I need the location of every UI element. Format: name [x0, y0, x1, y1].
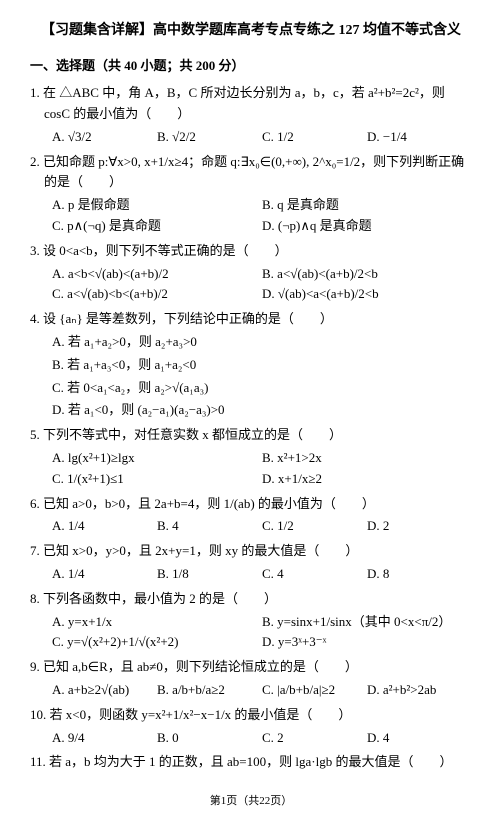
q3-opt-a: A. a<b<√(ab)<(a+b)/2 — [52, 264, 262, 285]
q2-stem: 2. 已知命题 p:∀x>0, x+1/x≥4；命题 q:∃x₀∈(0,+∞),… — [30, 152, 472, 194]
q6-options: A. 1/4 B. 4 C. 1/2 D. 2 — [52, 516, 472, 537]
q1-options: A. √3/2 B. √2/2 C. 1/2 D. −1/4 — [52, 127, 472, 148]
q1-opt-b: B. √2/2 — [157, 127, 262, 148]
q9-opt-d: D. a²+b²>2ab — [367, 680, 472, 701]
q3-opt-b: B. a<√(ab)<(a+b)/2<b — [262, 264, 472, 285]
page-title: 【习题集含详解】高中数学题库高考专点专练之 127 均值不等式含义 — [30, 20, 472, 42]
q5-opt-c: C. 1/(x²+1)≤1 — [52, 469, 262, 490]
q5-opt-b: B. x²+1>2x — [262, 448, 472, 469]
q2-opt-b: B. q 是真命题 — [262, 195, 472, 216]
q10-opt-a: A. 9/4 — [52, 728, 157, 749]
q8-options: A. y=x+1/x B. y=sinx+1/sinx（其中 0<x<π/2） … — [52, 612, 472, 654]
q3-opt-c: C. a<√(ab)<b<(a+b)/2 — [52, 284, 262, 305]
page-footer: 第1页（共22页） — [30, 793, 472, 811]
q5-opt-d: D. x+1/x≥2 — [262, 469, 472, 490]
q7-opt-a: A. 1/4 — [52, 564, 157, 585]
q1-opt-d: D. −1/4 — [367, 127, 472, 148]
q4-stem: 4. 设 {aₙ} 是等差数列，下列结论中正确的是（ ） — [30, 309, 472, 330]
q6-opt-d: D. 2 — [367, 516, 472, 537]
q5-stem: 5. 下列不等式中，对任意实数 x 都恒成立的是（ ） — [30, 425, 472, 446]
q3-stem: 3. 设 0<a<b，则下列不等式正确的是（ ） — [30, 241, 472, 262]
q2-options: A. p 是假命题 B. q 是真命题 C. p∧(¬q) 是真命题 D. (¬… — [52, 195, 472, 237]
q8-stem: 8. 下列各函数中，最小值为 2 的是（ ） — [30, 589, 472, 610]
q11-stem: 11. 若 a，b 均为大于 1 的正数，且 ab=100，则 lga·lgb … — [30, 752, 472, 773]
q9-options: A. a+b≥2√(ab) B. a/b+b/a≥2 C. |a/b+b/a|≥… — [52, 680, 472, 701]
q7-opt-b: B. 1/8 — [157, 564, 262, 585]
q7-options: A. 1/4 B. 1/8 C. 4 D. 8 — [52, 564, 472, 585]
q3-options: A. a<b<√(ab)<(a+b)/2 B. a<√(ab)<(a+b)/2<… — [52, 264, 472, 306]
q1-opt-c: C. 1/2 — [262, 127, 367, 148]
q9-opt-b: B. a/b+b/a≥2 — [157, 680, 262, 701]
q6-opt-a: A. 1/4 — [52, 516, 157, 537]
section-header-1: 一、选择题（共 40 小题；共 200 分） — [30, 56, 472, 77]
q7-opt-c: C. 4 — [262, 564, 367, 585]
q5-opt-a: A. lg(x²+1)≥lgx — [52, 448, 262, 469]
q8-opt-c: C. y=√(x²+2)+1/√(x²+2) — [52, 632, 262, 653]
q10-opt-d: D. 4 — [367, 728, 472, 749]
q3-opt-d: D. √(ab)<a<(a+b)/2<b — [262, 284, 472, 305]
q4-opt-a: A. 若 a₁+a₂>0，则 a₂+a₃>0 — [52, 332, 472, 353]
q2-opt-c: C. p∧(¬q) 是真命题 — [52, 216, 262, 237]
q4-opt-b: B. 若 a₁+a₃<0，则 a₁+a₂<0 — [52, 355, 472, 376]
q9-opt-a: A. a+b≥2√(ab) — [52, 680, 157, 701]
q6-stem: 6. 已知 a>0，b>0，且 2a+b=4，则 1/(ab) 的最小值为（ ） — [30, 494, 472, 515]
q10-stem: 10. 若 x<0，则函数 y=x²+1/x²−x−1/x 的最小值是（ ） — [30, 705, 472, 726]
q1-stem: 1. 在 △ABC 中，角 A，B，C 所对边长分别为 a，b，c，若 a²+b… — [30, 83, 472, 125]
q10-opt-b: B. 0 — [157, 728, 262, 749]
q2-opt-a: A. p 是假命题 — [52, 195, 262, 216]
q10-opt-c: C. 2 — [262, 728, 367, 749]
q6-opt-c: C. 1/2 — [262, 516, 367, 537]
q7-stem: 7. 已知 x>0，y>0，且 2x+y=1，则 xy 的最大值是（ ） — [30, 541, 472, 562]
q4-opt-d: D. 若 a₁<0，则 (a₂−a₁)(a₂−a₃)>0 — [52, 400, 472, 421]
q8-opt-a: A. y=x+1/x — [52, 612, 262, 633]
q4-sublist: A. 若 a₁+a₂>0，则 a₂+a₃>0 B. 若 a₁+a₃<0，则 a₁… — [52, 332, 472, 421]
q2-opt-d: D. (¬p)∧q 是真命题 — [262, 216, 472, 237]
q7-opt-d: D. 8 — [367, 564, 472, 585]
q5-options: A. lg(x²+1)≥lgx B. x²+1>2x C. 1/(x²+1)≤1… — [52, 448, 472, 490]
q8-opt-b: B. y=sinx+1/sinx（其中 0<x<π/2） — [262, 612, 472, 633]
q9-stem: 9. 已知 a,b∈R，且 ab≠0，则下列结论恒成立的是（ ） — [30, 657, 472, 678]
q8-opt-d: D. y=3ˣ+3⁻ˣ — [262, 632, 472, 653]
q1-opt-a: A. √3/2 — [52, 127, 157, 148]
q10-options: A. 9/4 B. 0 C. 2 D. 4 — [52, 728, 472, 749]
q4-opt-c: C. 若 0<a₁<a₂，则 a₂>√(a₁a₃) — [52, 378, 472, 399]
q6-opt-b: B. 4 — [157, 516, 262, 537]
q9-opt-c: C. |a/b+b/a|≥2 — [262, 680, 367, 701]
